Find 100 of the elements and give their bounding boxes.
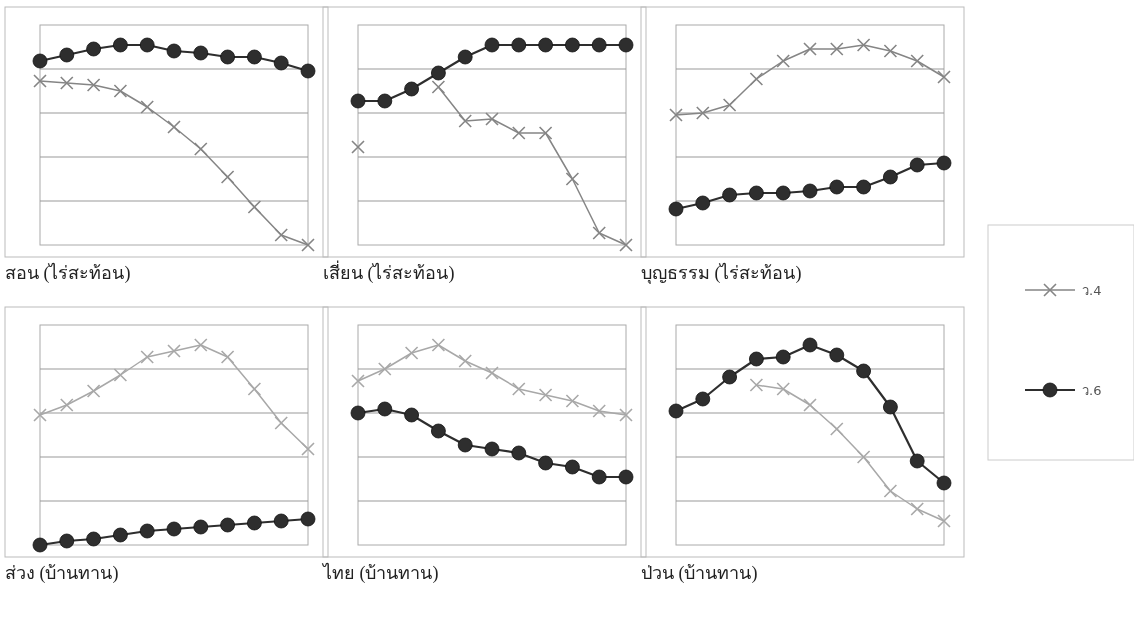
point <box>722 369 737 385</box>
point <box>883 169 898 185</box>
point <box>113 84 128 98</box>
point <box>485 366 499 380</box>
point <box>484 37 500 53</box>
point <box>431 80 446 94</box>
point <box>775 185 791 201</box>
legend-label: ว.6 <box>1082 383 1102 398</box>
point <box>431 423 446 439</box>
point <box>194 142 208 156</box>
point <box>273 513 289 529</box>
point <box>273 55 289 71</box>
point <box>695 391 711 407</box>
point <box>776 382 790 396</box>
point <box>485 112 499 126</box>
point <box>722 98 737 112</box>
point <box>749 185 764 201</box>
point <box>749 378 764 392</box>
point <box>86 531 101 547</box>
point <box>936 155 952 171</box>
point <box>883 44 898 58</box>
point <box>404 407 419 423</box>
point <box>86 41 101 57</box>
point <box>113 368 128 382</box>
point <box>33 74 47 88</box>
point <box>350 405 366 421</box>
point <box>802 337 818 353</box>
point <box>457 437 473 453</box>
point <box>618 37 634 53</box>
point <box>300 63 316 79</box>
point <box>856 38 871 52</box>
point <box>86 78 101 92</box>
text: ไทย (บ้านทาน) <box>321 562 439 584</box>
text: เสี่ยน (ไร่สะท้อน) <box>323 260 455 284</box>
point <box>220 49 235 65</box>
point <box>60 398 74 412</box>
point <box>668 403 684 419</box>
point <box>220 517 235 533</box>
point <box>404 81 419 97</box>
point <box>909 453 925 469</box>
point <box>591 37 607 53</box>
point <box>538 388 553 402</box>
point <box>910 502 924 516</box>
point <box>194 338 208 352</box>
point <box>565 459 580 475</box>
point <box>60 76 74 90</box>
point <box>856 179 871 195</box>
point <box>301 442 315 456</box>
point <box>592 404 606 418</box>
point <box>803 398 817 412</box>
point <box>350 93 366 109</box>
legend-label: ว.4 <box>1082 283 1102 298</box>
point <box>565 172 580 186</box>
point <box>86 384 101 398</box>
point <box>775 349 791 365</box>
point <box>565 37 580 53</box>
point <box>668 201 684 217</box>
point <box>722 187 737 203</box>
point <box>829 179 845 195</box>
point <box>140 100 154 114</box>
point <box>431 338 446 352</box>
point <box>59 47 75 63</box>
point <box>113 527 128 543</box>
point <box>247 382 262 396</box>
point <box>936 475 952 491</box>
point <box>301 238 315 252</box>
point <box>32 53 48 69</box>
point <box>830 42 844 56</box>
point <box>592 226 606 240</box>
point <box>274 416 288 430</box>
point <box>404 346 419 360</box>
point <box>856 450 871 464</box>
point <box>33 408 47 422</box>
point <box>591 469 607 485</box>
point <box>669 108 683 122</box>
point <box>511 382 526 396</box>
point <box>696 106 710 120</box>
point <box>484 441 500 457</box>
point <box>247 200 262 214</box>
point <box>167 120 181 134</box>
point <box>139 37 155 53</box>
point <box>829 347 845 363</box>
point <box>220 350 235 364</box>
point <box>618 469 634 485</box>
point <box>167 344 181 358</box>
point <box>538 126 553 140</box>
point <box>511 126 526 140</box>
point <box>458 114 472 128</box>
point <box>883 484 898 498</box>
point <box>910 54 924 68</box>
point <box>511 445 527 461</box>
point <box>565 394 580 408</box>
point <box>883 399 898 415</box>
point <box>113 37 128 53</box>
point <box>32 537 48 553</box>
point <box>166 43 182 59</box>
point <box>193 519 209 535</box>
point <box>351 374 365 388</box>
point <box>695 195 711 211</box>
point <box>59 533 75 549</box>
